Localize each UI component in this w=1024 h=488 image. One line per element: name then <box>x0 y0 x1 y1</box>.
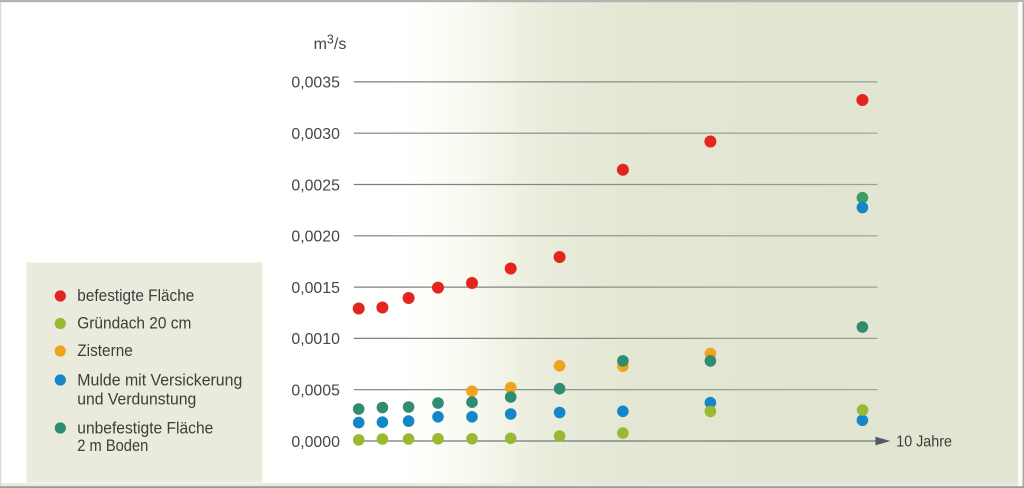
svg-text:und Verdunstung: und Verdunstung <box>77 389 196 408</box>
svg-text:0,0000: 0,0000 <box>291 434 340 451</box>
svg-text:0,0010: 0,0010 <box>291 331 340 348</box>
svg-text:0,0025: 0,0025 <box>291 177 340 194</box>
svg-text:m3/s: m3/s <box>314 33 347 53</box>
svg-text:befestigte Fläche: befestigte Fläche <box>77 286 194 305</box>
svg-text:2 m Boden: 2 m Boden <box>77 436 148 455</box>
svg-text:10 Jahre: 10 Jahre <box>896 433 952 450</box>
svg-text:0,0035: 0,0035 <box>291 75 340 92</box>
svg-text:Mulde mit Versickerung: Mulde mit Versickerung <box>77 370 242 389</box>
svg-text:0,0030: 0,0030 <box>291 126 340 143</box>
svg-text:0,0015: 0,0015 <box>291 280 340 297</box>
svg-text:unbefestigte Fläche: unbefestigte Fläche <box>77 418 213 437</box>
svg-text:0,0005: 0,0005 <box>291 383 340 400</box>
svg-text:Zisterne: Zisterne <box>77 341 133 360</box>
svg-text:0,0020: 0,0020 <box>291 229 340 246</box>
svg-text:Gründach 20 cm: Gründach 20 cm <box>77 314 191 333</box>
